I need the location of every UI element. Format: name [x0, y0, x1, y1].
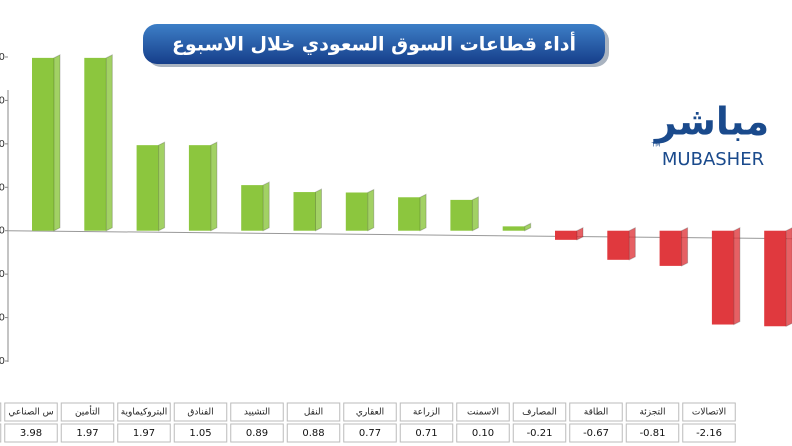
table-cell [569, 423, 623, 443]
table-cell [569, 402, 623, 422]
bar [450, 199, 473, 231]
bar [241, 185, 264, 231]
table-cell [343, 423, 397, 443]
table-cell [230, 423, 284, 443]
bar-side [210, 141, 218, 232]
bar-side [367, 188, 375, 232]
y-tick-label: 0.00 [0, 226, 5, 237]
value-label: -0.81 [640, 428, 666, 439]
table-cell [399, 423, 454, 443]
category-label: العقاري [356, 408, 384, 418]
bar [607, 230, 630, 260]
bar-side [785, 227, 792, 328]
category-label: التأمين [75, 405, 100, 418]
bar [764, 230, 787, 327]
y-tick-label: 1.00 [0, 182, 5, 193]
y-tick-label: -1.00 [0, 269, 5, 280]
table-cell [682, 402, 736, 422]
value-label: 0.77 [359, 428, 381, 439]
table-cell [173, 423, 228, 443]
table-cell [343, 402, 397, 422]
logo-tm: TM [651, 142, 661, 149]
value-label: -0.67 [583, 428, 609, 439]
category-label: الفنادق [187, 408, 213, 418]
table-cell [60, 423, 115, 443]
bar [345, 192, 368, 231]
bar-side [471, 196, 479, 232]
category-label: البتروكيماوية [121, 408, 168, 418]
category-label: الاسمنت [467, 408, 499, 418]
value-label: 0.89 [246, 428, 268, 439]
y-tick-label: 2.00 [0, 139, 5, 150]
bar [136, 145, 159, 231]
table-cell [0, 402, 2, 422]
value-label: 0.88 [302, 428, 324, 439]
bar-side [681, 226, 689, 267]
bar [659, 230, 682, 266]
table-cell [173, 402, 228, 422]
bar-side [53, 54, 61, 232]
chart-title: أداء قطاعات السوق السعودي خلال الاسبوع [172, 32, 576, 57]
bar [398, 197, 421, 231]
bar-side [576, 226, 584, 241]
logo-arabic: مباشر [653, 100, 769, 144]
category-label: النقل [304, 408, 323, 418]
title-banner [143, 24, 605, 64]
bar-side [524, 222, 532, 232]
y-tick-label: -2.00 [0, 313, 5, 324]
bar-side [105, 54, 113, 232]
category-label: س الصناعي [8, 408, 53, 418]
bar [32, 57, 54, 231]
table-cell [286, 423, 341, 443]
value-label: -2.16 [696, 428, 722, 439]
table-cell [117, 402, 171, 422]
table-cell [625, 423, 680, 443]
y-tick-label: -3.00 [0, 356, 5, 367]
bar [502, 226, 525, 231]
table-cell [682, 423, 736, 443]
table-cell [625, 402, 680, 422]
table-cell [456, 402, 510, 422]
table-cell [512, 402, 567, 422]
bar [555, 230, 577, 240]
table-cell [230, 402, 284, 422]
table-cell [456, 423, 510, 443]
category-label: التشييد [244, 408, 270, 418]
table-cell [286, 402, 341, 422]
category-label: الاتصالات [692, 408, 726, 418]
bar [711, 230, 734, 325]
y-tick-label: 3.00 [0, 95, 5, 106]
table-cell [399, 402, 454, 422]
table-cell [4, 423, 58, 443]
value-label: -0.21 [527, 428, 553, 439]
value-label: 0.10 [472, 428, 494, 439]
bar-side [262, 181, 270, 232]
table-cell [60, 402, 115, 422]
value-label: 1.05 [189, 428, 211, 439]
logo-latin: MUBASHER [662, 149, 764, 170]
table-cell [4, 402, 58, 422]
bar [188, 145, 211, 231]
bar-side [733, 226, 741, 326]
y-tick-label: 4.00 [0, 52, 5, 63]
bar [84, 57, 107, 231]
value-label: 1.97 [76, 428, 98, 439]
category-label: التجزئة [639, 408, 665, 418]
category-label: المصارف [522, 408, 557, 418]
bar [293, 192, 316, 231]
category-label: الطاقة [584, 408, 609, 418]
table-cell [0, 423, 2, 443]
category-label: الزراعة [413, 408, 440, 418]
value-label: 0.71 [415, 428, 437, 439]
bar-side [158, 141, 166, 232]
table-cell [117, 423, 171, 443]
value-label: 1.97 [133, 428, 155, 439]
bar-side [419, 193, 427, 232]
value-label: 3.98 [20, 428, 42, 439]
bar-side [628, 226, 636, 261]
bar-side [315, 188, 322, 232]
table-cell [512, 423, 567, 443]
